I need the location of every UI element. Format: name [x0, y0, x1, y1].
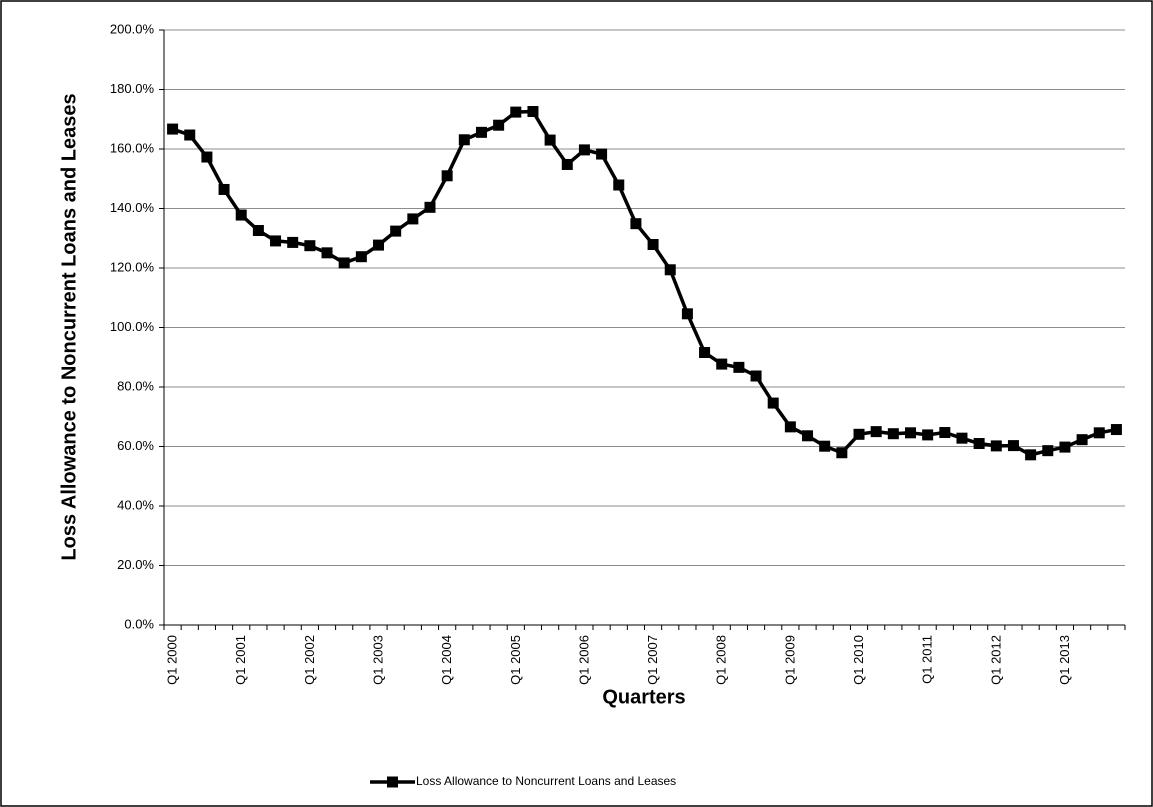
legend-marker	[387, 776, 398, 788]
marker	[252, 225, 264, 237]
marker	[373, 239, 385, 251]
marker	[167, 123, 179, 135]
marker	[887, 428, 899, 440]
x-tick-label: Q1 2009	[782, 635, 797, 685]
marker	[1025, 449, 1037, 461]
marker	[321, 247, 333, 259]
marker	[870, 426, 882, 438]
x-tick-label: Q1 2007	[645, 635, 660, 685]
marker	[802, 430, 814, 442]
marker	[922, 429, 934, 441]
marker	[510, 106, 522, 118]
marker	[939, 427, 951, 439]
x-tick-label: Q1 2012	[988, 635, 1003, 685]
marker	[613, 179, 625, 191]
marker	[527, 106, 539, 118]
y-tick-label: 0.0%	[124, 616, 154, 631]
marker	[956, 432, 968, 444]
x-tick-label: Q1 2003	[371, 635, 386, 685]
marker	[973, 438, 985, 450]
marker	[750, 370, 762, 382]
marker	[767, 397, 779, 409]
marker	[853, 428, 865, 440]
marker	[561, 158, 573, 170]
y-tick-label: 160.0%	[110, 140, 155, 155]
marker	[578, 144, 590, 156]
marker	[904, 427, 916, 439]
marker	[1076, 434, 1088, 446]
marker	[304, 240, 316, 252]
y-tick-label: 180.0%	[110, 81, 155, 96]
marker	[784, 421, 796, 433]
marker	[664, 264, 676, 276]
x-tick-label: Q1 2011	[920, 635, 935, 684]
marker	[201, 151, 213, 163]
marker	[235, 209, 247, 221]
x-tick-label: Q1 2005	[508, 635, 523, 685]
x-tick-label: Q1 2008	[714, 635, 729, 685]
marker	[1110, 424, 1122, 436]
marker	[544, 134, 556, 146]
marker	[990, 440, 1002, 452]
x-tick-label: Q1 2013	[1057, 635, 1072, 685]
marker	[475, 126, 487, 138]
marker	[1007, 440, 1019, 452]
x-tick-label: Q1 2001	[233, 635, 248, 685]
marker	[836, 447, 848, 459]
marker	[493, 119, 505, 131]
x-axis-label: Quarters	[602, 686, 685, 708]
marker	[270, 235, 282, 247]
y-tick-label: 100.0%	[110, 319, 155, 334]
legend-label: Loss Allowance to Noncurrent Loans and L…	[416, 774, 676, 788]
marker	[716, 358, 728, 370]
y-tick-label: 60.0%	[117, 438, 154, 453]
marker	[441, 170, 453, 182]
marker	[390, 225, 402, 237]
marker	[699, 346, 711, 358]
marker	[630, 218, 642, 230]
x-tick-label: Q1 2010	[851, 635, 866, 685]
marker	[218, 183, 230, 195]
x-tick-label: Q1 2000	[165, 635, 180, 685]
marker	[355, 251, 367, 263]
x-tick-label: Q1 2006	[576, 635, 591, 685]
x-tick-label: Q1 2004	[439, 635, 454, 685]
marker	[407, 213, 419, 225]
y-tick-label: 200.0%	[110, 21, 155, 36]
marker	[596, 148, 608, 160]
marker	[681, 308, 693, 320]
marker	[733, 361, 745, 373]
y-tick-label: 40.0%	[117, 497, 154, 512]
y-tick-label: 120.0%	[110, 259, 155, 274]
marker	[287, 236, 299, 248]
marker	[338, 257, 350, 269]
marker	[458, 134, 470, 146]
y-tick-label: 80.0%	[117, 378, 154, 393]
marker	[1042, 445, 1054, 457]
y-axis-label: Loss Allowance to Noncurrent Loans and L…	[58, 93, 80, 560]
marker	[647, 238, 659, 250]
marker	[424, 201, 436, 213]
y-tick-label: 140.0%	[110, 200, 155, 215]
marker	[1059, 441, 1071, 453]
y-tick-label: 20.0%	[117, 557, 154, 572]
marker	[819, 440, 831, 452]
marker	[1093, 427, 1105, 439]
marker	[184, 129, 196, 141]
x-tick-label: Q1 2002	[302, 635, 317, 685]
